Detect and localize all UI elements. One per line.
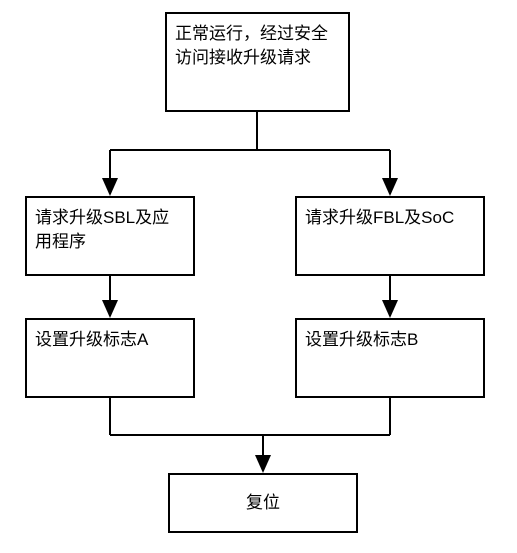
node-text: 设置升级标志B: [305, 328, 418, 352]
flowchart-node-left2: 设置升级标志A: [25, 318, 195, 398]
flowchart-node-start: 正常运行，经过安全访问接收升级请求: [165, 12, 350, 112]
node-text: 设置升级标志A: [35, 328, 148, 352]
node-text: 请求升级FBL及SoC: [305, 206, 454, 230]
node-text: 正常运行，经过安全访问接收升级请求: [175, 22, 340, 70]
node-text: 请求升级SBL及应用程序: [35, 206, 185, 254]
flowchart-node-right2: 设置升级标志B: [295, 318, 485, 398]
flowchart-node-right1: 请求升级FBL及SoC: [295, 196, 485, 276]
flowchart-node-left1: 请求升级SBL及应用程序: [25, 196, 195, 276]
flowchart-node-end: 复位: [168, 473, 358, 533]
node-text: 复位: [246, 491, 280, 515]
